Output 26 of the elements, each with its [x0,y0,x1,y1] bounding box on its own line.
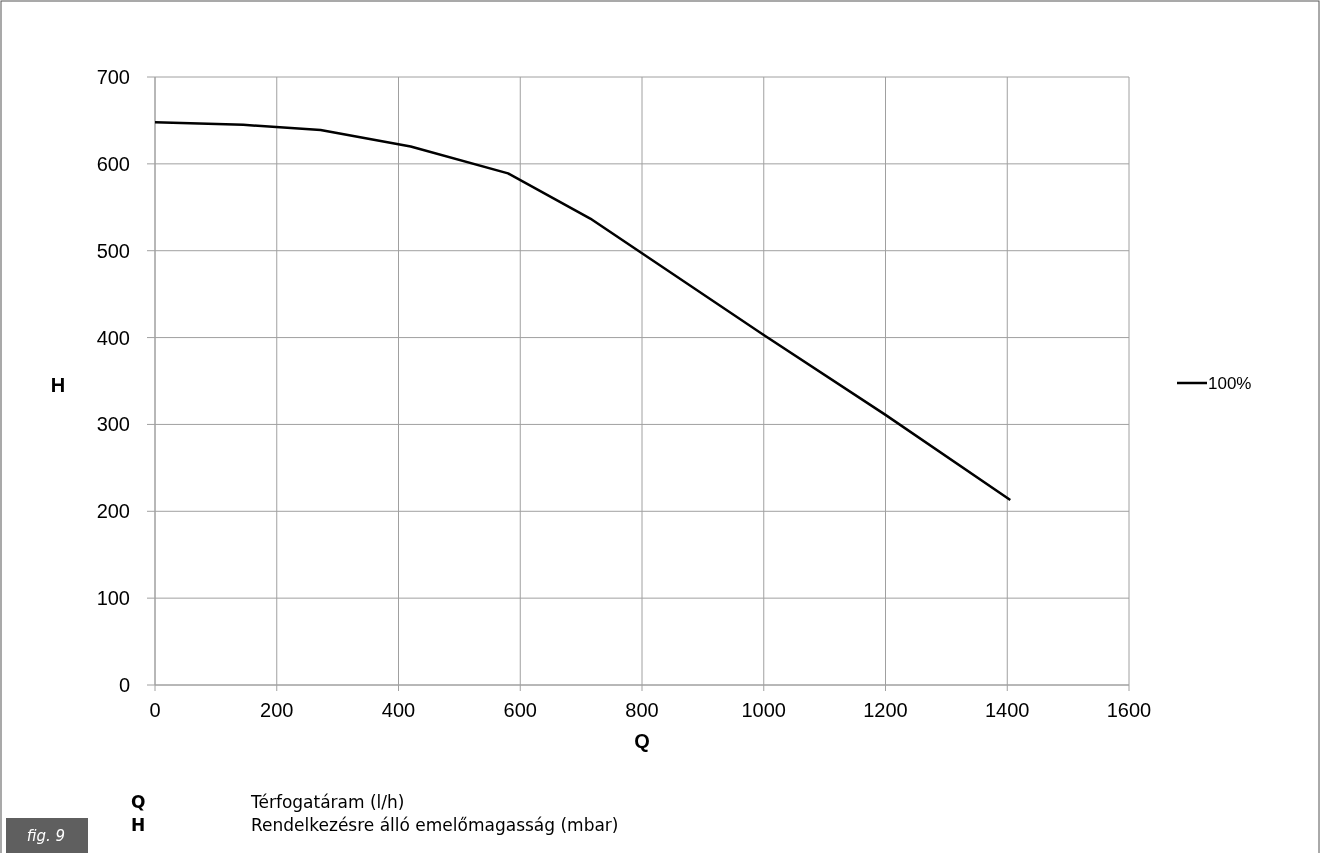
y-tick-label: 400 [96,326,130,349]
x-tick-label: 600 [503,699,537,721]
legend-label: 100% [1208,373,1252,393]
text: Q [131,792,146,812]
x-tick-label: 400 [381,699,416,721]
text: Térfogatáram (l/h) [250,792,405,812]
x-tick-label: 1600 [1106,699,1152,721]
text: Rendelkezésre álló emelőmagasság (mbar) [251,815,619,835]
line-series [153,120,1012,502]
y-tick-label: 700 [96,66,130,88]
caption: fig. 9 [26,827,66,845]
y-tick-label: 600 [96,152,130,175]
y-tick-label: 0 [118,674,130,696]
y-axis-title: H [50,374,66,396]
text: H [131,815,146,835]
x-tick-label: 1400 [985,699,1030,721]
x-tick-label: 0 [149,699,161,721]
x-tick-label: 1000 [741,699,786,721]
y-tick-label: 200 [96,500,130,523]
x-axis-title: Q [634,730,650,752]
y-tick-label: 300 [96,413,130,436]
y-tick-label: 100 [96,587,130,610]
x-tick-label: 200 [260,699,294,721]
x-tick-label: 800 [625,699,659,721]
x-tick-label: 1200 [863,699,908,721]
y-tick-label: 500 [96,239,130,262]
